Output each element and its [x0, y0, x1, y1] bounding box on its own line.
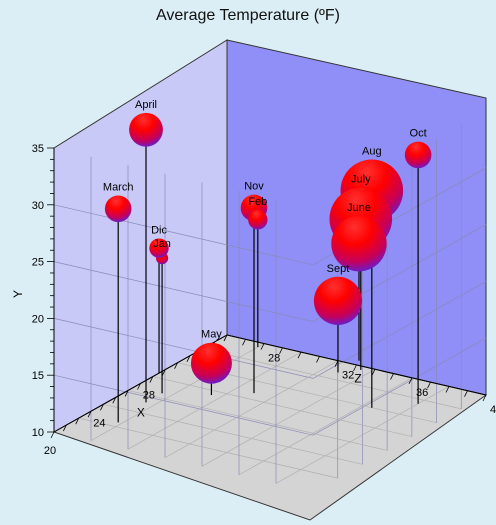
bubble-sept [313, 276, 363, 325]
bubble-label: March [103, 182, 134, 194]
z-axis-title: Z [354, 372, 361, 386]
z-tick [371, 369, 376, 376]
floor-gridline [238, 377, 413, 476]
z-tick [260, 343, 265, 350]
bubble-dic [149, 238, 169, 258]
bubble-june [331, 215, 387, 272]
chart-title: Average Temperature (ºF) [156, 7, 340, 24]
bubbles [104, 112, 432, 384]
left-wall-gridline [53, 374, 314, 436]
z-tick [445, 386, 450, 393]
x-tick [161, 369, 166, 376]
bubble-label: Oct [410, 128, 427, 140]
z-tick [297, 351, 302, 359]
x-tick [112, 397, 117, 404]
bubble-label: Jan [153, 238, 171, 250]
y-axis-title: Y [11, 290, 25, 298]
left-wall-gridline [53, 318, 314, 379]
z-tick [353, 364, 357, 372]
y-tick-label: 25 [32, 257, 44, 269]
x-tick [50, 431, 55, 439]
z-tick [390, 373, 394, 380]
bubble-label: Sept [327, 263, 350, 275]
x-tick-label: 20 [44, 445, 56, 457]
z-tick [427, 381, 431, 389]
bubble-label: April [135, 99, 157, 111]
z-tick-label: 28 [268, 353, 280, 365]
z-tick [242, 339, 246, 346]
z-tick-label: 32 [342, 370, 354, 382]
bubble-oct [404, 141, 432, 169]
x-tick [62, 424, 67, 432]
bubble-april [129, 112, 163, 147]
back-wall-gridline [312, 281, 487, 379]
z-tick [464, 390, 468, 397]
z-tick [408, 377, 413, 385]
back-wall-gridline [312, 337, 487, 436]
y-tick-label: 15 [32, 370, 44, 382]
bubble-feb [248, 210, 268, 230]
x-tick-label: 28 [143, 390, 155, 402]
z-tick [223, 334, 228, 342]
x-axis-title: X [137, 406, 145, 420]
floor-gridline [78, 417, 338, 479]
z-tick-label: 36 [416, 387, 428, 399]
bubble-label: Aug [362, 145, 382, 157]
x-tick [174, 362, 178, 369]
z-tick-label: 40 [490, 404, 496, 416]
y-tick-label: 35 [32, 143, 44, 155]
bubble-label: June [347, 202, 371, 214]
y-tick-label: 30 [32, 200, 44, 212]
x-tick [100, 404, 104, 411]
bubble-may [190, 342, 232, 384]
x-tick [149, 376, 154, 383]
y-tick-label: 20 [32, 313, 44, 325]
bubble-label: Dic [151, 224, 167, 236]
x-tick [137, 383, 141, 390]
floor-gridline [90, 343, 265, 441]
bubble-march [104, 195, 132, 223]
z-tick [316, 356, 320, 363]
z-tick [279, 347, 283, 355]
z-tick [482, 394, 487, 402]
x-tick [186, 355, 191, 362]
bubble-label: Feb [248, 196, 267, 208]
y-tick-label: 10 [32, 427, 44, 439]
bubble-labels: Oct Aug March April Nov May Jan Sept July June Dic… [103, 99, 427, 341]
x-tick [124, 390, 129, 397]
bubble-label: July [351, 174, 371, 186]
left-wall-gridline [53, 204, 314, 266]
x-tick [75, 417, 80, 425]
left-wall-gridline [53, 261, 314, 322]
floor-gridline [128, 390, 388, 451]
x-tick-label: 24 [93, 417, 105, 429]
bubble-label: May [201, 329, 222, 341]
floor-gridline [152, 376, 412, 437]
x-tick [87, 411, 92, 418]
bubble-label: Nov [244, 181, 264, 193]
floor-gridline [201, 368, 376, 467]
floor-gridline [164, 360, 339, 459]
floor-gridline [103, 403, 363, 465]
floor-gridline [275, 386, 450, 484]
floor-gridline [127, 351, 302, 450]
